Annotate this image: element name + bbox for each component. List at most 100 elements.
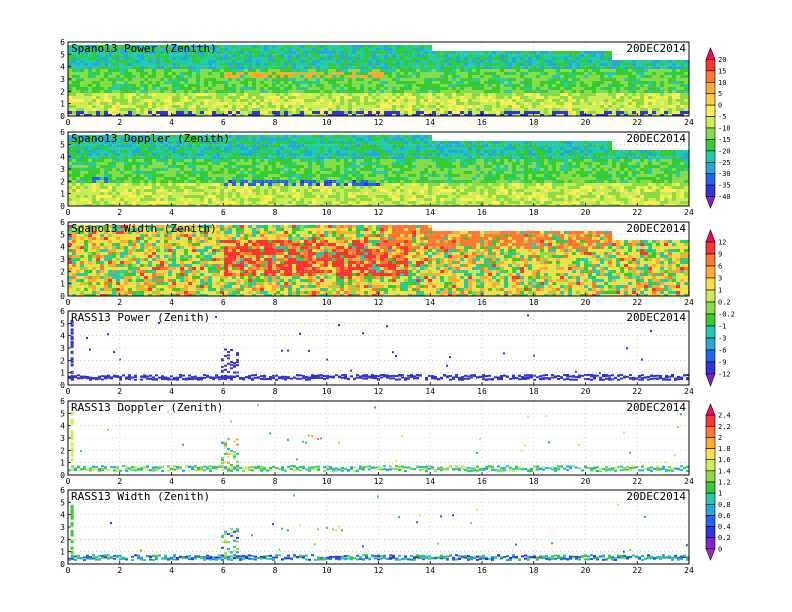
cell [584, 108, 588, 111]
cell [516, 78, 520, 81]
cell [376, 90, 380, 93]
cell [200, 78, 204, 81]
cell [320, 93, 324, 96]
cell [396, 99, 400, 102]
cell [96, 135, 100, 138]
cell [364, 66, 368, 69]
cell [324, 102, 328, 105]
cell [180, 57, 184, 60]
cell [364, 72, 368, 75]
cell [536, 90, 540, 93]
cell [116, 177, 120, 180]
cell [232, 177, 236, 180]
cell [580, 84, 584, 87]
cell [388, 99, 392, 102]
cell [368, 78, 372, 81]
cell [120, 102, 124, 105]
cell [620, 75, 624, 78]
cell [336, 75, 340, 78]
cell [128, 114, 132, 116]
cell [188, 96, 192, 99]
cell [652, 78, 656, 81]
cell [400, 99, 404, 102]
cell [272, 114, 276, 116]
cell [216, 144, 220, 147]
cell [296, 60, 300, 63]
cell [80, 93, 84, 96]
cell [136, 174, 140, 177]
cell [200, 144, 204, 147]
cell [196, 147, 200, 150]
cell [580, 51, 584, 54]
cell [72, 192, 76, 195]
cell [212, 183, 216, 186]
cell [128, 60, 132, 63]
cell [96, 159, 100, 162]
cell [184, 150, 188, 153]
cell [184, 171, 188, 174]
cell [136, 96, 140, 99]
cell [240, 66, 244, 69]
x-tick-label: 8 [273, 118, 278, 127]
cell [272, 81, 276, 84]
cell [296, 69, 300, 72]
cell [252, 114, 256, 116]
cell [620, 111, 624, 114]
cell [424, 57, 428, 60]
cell [492, 114, 496, 116]
cell [524, 105, 528, 108]
cell [108, 69, 112, 72]
cell [300, 51, 304, 54]
cell [132, 165, 136, 168]
cell [652, 69, 656, 72]
cell [200, 66, 204, 69]
cell [408, 66, 412, 69]
cell [192, 168, 196, 171]
cell [108, 159, 112, 162]
cell [216, 93, 220, 96]
cell [392, 87, 396, 90]
cell [80, 153, 84, 156]
cell [404, 51, 408, 54]
cell [660, 96, 664, 99]
cell [600, 102, 604, 105]
cell [192, 177, 196, 180]
cell [240, 84, 244, 87]
cell [84, 81, 88, 84]
cell [272, 183, 276, 186]
cell [76, 66, 80, 69]
cell [100, 171, 104, 174]
cell [116, 45, 120, 48]
cell [668, 96, 672, 99]
cell [612, 111, 616, 114]
cell [168, 45, 172, 48]
cell [76, 87, 80, 90]
cell [684, 99, 688, 102]
cell [532, 51, 536, 54]
cell [332, 93, 336, 96]
cell [124, 60, 128, 63]
cell [396, 96, 400, 99]
cell [80, 189, 84, 192]
cell [584, 87, 588, 90]
cell [264, 81, 268, 84]
cell [148, 57, 152, 60]
cell [208, 87, 212, 90]
cell [352, 84, 356, 87]
cell [588, 72, 592, 75]
cell [284, 99, 288, 102]
cell [404, 60, 408, 63]
cell [588, 63, 592, 66]
cell [444, 105, 448, 108]
cell [476, 81, 480, 84]
cell [180, 153, 184, 156]
cell [504, 60, 508, 63]
cell [420, 51, 424, 54]
cell [232, 102, 236, 105]
cell [252, 99, 256, 102]
cell [160, 75, 164, 78]
cell [576, 99, 580, 102]
cell [200, 141, 204, 144]
cell [268, 81, 272, 84]
cell [76, 69, 80, 72]
